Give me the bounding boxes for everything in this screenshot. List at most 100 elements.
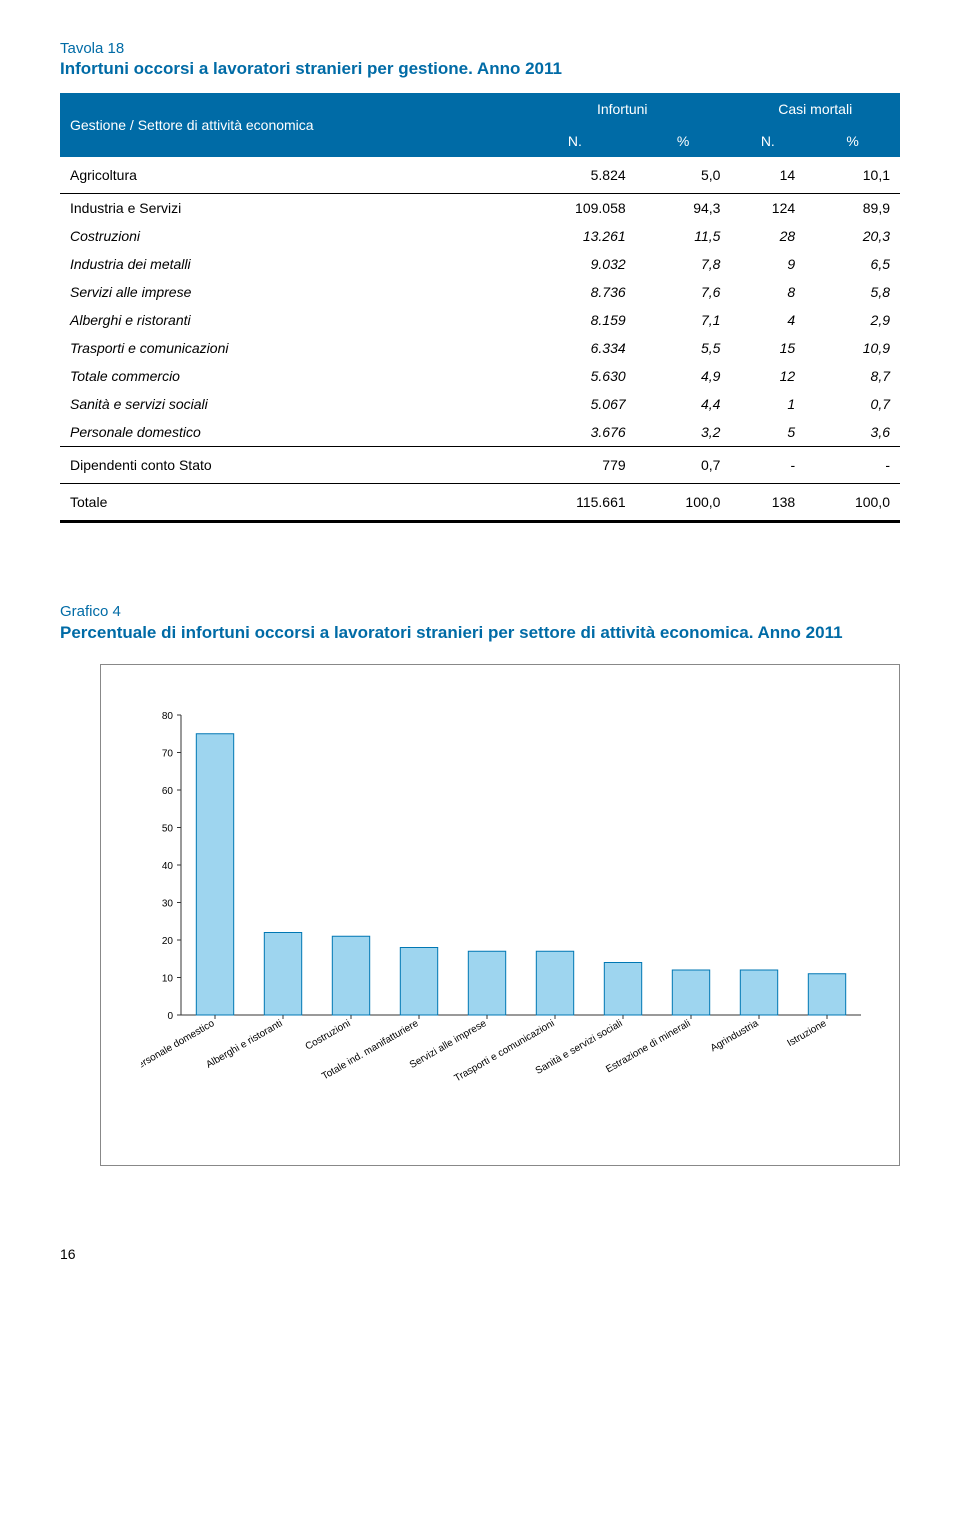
cell: 5.630 <box>514 362 636 390</box>
cell: - <box>805 447 900 484</box>
svg-text:10: 10 <box>162 974 174 985</box>
svg-text:Istruzione: Istruzione <box>785 1018 828 1049</box>
cell: 15 <box>730 334 805 362</box>
chart-title: Percentuale di infortuni occorsi a lavor… <box>60 622 900 644</box>
cell: 6.334 <box>514 334 636 362</box>
cell: 5,5 <box>636 334 731 362</box>
table-row: Alberghi e ristoranti 8.159 7,1 4 2,9 <box>60 306 900 334</box>
cell: 3,6 <box>805 418 900 447</box>
table-row: Costruzioni 13.261 11,5 28 20,3 <box>60 222 900 250</box>
cell-label: Alberghi e ristoranti <box>60 306 514 334</box>
cell: 4,4 <box>636 390 731 418</box>
cell: 89,9 <box>805 194 900 223</box>
cell-label: Sanità e servizi sociali <box>60 390 514 418</box>
cell: 7,1 <box>636 306 731 334</box>
cell-label: Industria dei metalli <box>60 250 514 278</box>
cell: 779 <box>514 447 636 484</box>
cell: 8 <box>730 278 805 306</box>
table-row: Dipendenti conto Stato 779 0,7 - - <box>60 447 900 484</box>
svg-text:Alberghi e ristoranti: Alberghi e ristoranti <box>204 1018 284 1071</box>
chart-box: 01020304050607080Personale domesticoAlbe… <box>100 664 900 1166</box>
cell: 4 <box>730 306 805 334</box>
cell-label: Totale commercio <box>60 362 514 390</box>
header-p1: % <box>636 125 731 157</box>
cell: 7,8 <box>636 250 731 278</box>
cell: 5 <box>730 418 805 447</box>
table-row: Industria dei metalli 9.032 7,8 9 6,5 <box>60 250 900 278</box>
svg-text:Personale domestico: Personale domestico <box>141 1018 217 1074</box>
cell: 109.058 <box>514 194 636 223</box>
cell: - <box>730 447 805 484</box>
cell: 5.067 <box>514 390 636 418</box>
cell: 6,5 <box>805 250 900 278</box>
cell: 2,9 <box>805 306 900 334</box>
cell: 0,7 <box>805 390 900 418</box>
cell: 13.261 <box>514 222 636 250</box>
svg-text:70: 70 <box>162 749 174 760</box>
cell: 115.661 <box>514 484 636 522</box>
cell-label: Costruzioni <box>60 222 514 250</box>
svg-text:80: 80 <box>162 711 174 722</box>
table-body: Agricoltura 5.824 5,0 14 10,1 Industria … <box>60 157 900 522</box>
cell: 28 <box>730 222 805 250</box>
header-casi-mortali: Casi mortali <box>730 93 900 125</box>
cell-label: Totale <box>60 484 514 522</box>
svg-text:0: 0 <box>167 1011 173 1022</box>
cell: 5.824 <box>514 157 636 194</box>
cell: 5,0 <box>636 157 731 194</box>
cell: 94,3 <box>636 194 731 223</box>
header-n2: N. <box>730 125 805 157</box>
cell: 10,9 <box>805 334 900 362</box>
cell: 1 <box>730 390 805 418</box>
table-row: Trasporti e comunicazioni 6.334 5,5 15 1… <box>60 334 900 362</box>
cell: 11,5 <box>636 222 731 250</box>
cell-label: Trasporti e comunicazioni <box>60 334 514 362</box>
cell: 100,0 <box>805 484 900 522</box>
cell: 14 <box>730 157 805 194</box>
cell-label: Personale domestico <box>60 418 514 447</box>
header-p2: % <box>805 125 900 157</box>
cell: 4,9 <box>636 362 731 390</box>
table-row: Sanità e servizi sociali 5.067 4,4 1 0,7 <box>60 390 900 418</box>
header-infortuni: Infortuni <box>514 93 730 125</box>
cell: 9.032 <box>514 250 636 278</box>
cell: 20,3 <box>805 222 900 250</box>
table-row-total: Totale 115.661 100,0 138 100,0 <box>60 484 900 522</box>
cell: 8,7 <box>805 362 900 390</box>
header-main: Gestione / Settore di attività economica <box>60 93 514 157</box>
cell: 8.736 <box>514 278 636 306</box>
svg-text:Costruzioni: Costruzioni <box>304 1018 353 1053</box>
cell: 100,0 <box>636 484 731 522</box>
svg-text:30: 30 <box>162 899 174 910</box>
table-row: Industria e Servizi 109.058 94,3 124 89,… <box>60 194 900 223</box>
cell-label: Agricoltura <box>60 157 514 194</box>
table-row: Totale commercio 5.630 4,9 12 8,7 <box>60 362 900 390</box>
table-row: Personale domestico 3.676 3,2 5 3,6 <box>60 418 900 447</box>
chart-section: Grafico 4 Percentuale di infortuni occor… <box>60 603 900 1166</box>
svg-text:20: 20 <box>162 936 174 947</box>
svg-text:40: 40 <box>162 861 174 872</box>
table-row: Servizi alle imprese 8.736 7,6 8 5,8 <box>60 278 900 306</box>
header-n1: N. <box>514 125 636 157</box>
cell: 3,2 <box>636 418 731 447</box>
svg-text:Agrindustria: Agrindustria <box>709 1018 761 1054</box>
cell: 5,8 <box>805 278 900 306</box>
table-title: Infortuni occorsi a lavoratori stranieri… <box>60 59 900 79</box>
cell: 8.159 <box>514 306 636 334</box>
chart-number: Grafico 4 <box>60 603 900 620</box>
cell: 138 <box>730 484 805 522</box>
cell: 10,1 <box>805 157 900 194</box>
cell-label: Servizi alle imprese <box>60 278 514 306</box>
cell-label: Industria e Servizi <box>60 194 514 223</box>
svg-text:60: 60 <box>162 786 174 797</box>
cell: 12 <box>730 362 805 390</box>
cell: 9 <box>730 250 805 278</box>
cell: 124 <box>730 194 805 223</box>
cell: 0,7 <box>636 447 731 484</box>
cell: 7,6 <box>636 278 731 306</box>
page-number: 16 <box>60 1246 900 1262</box>
table-row: Agricoltura 5.824 5,0 14 10,1 <box>60 157 900 194</box>
data-table: Gestione / Settore di attività economica… <box>60 93 900 523</box>
cell-label: Dipendenti conto Stato <box>60 447 514 484</box>
bar-chart: 01020304050607080Personale domesticoAlbe… <box>141 705 871 1105</box>
